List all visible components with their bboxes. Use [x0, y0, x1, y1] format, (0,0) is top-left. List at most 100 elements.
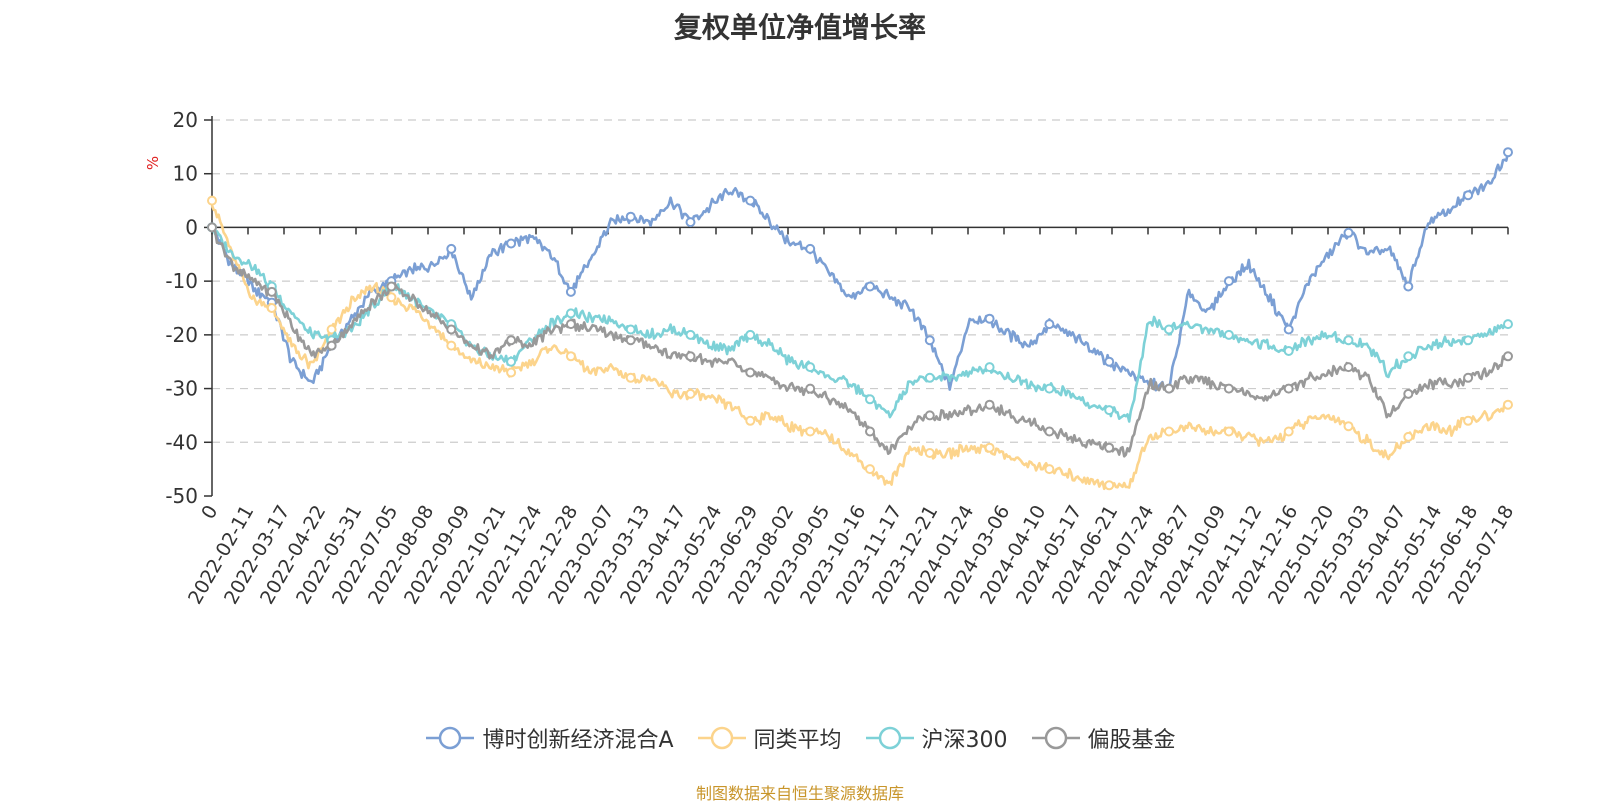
series-marker-1 — [1283, 426, 1294, 437]
series-marker-0 — [685, 217, 696, 228]
y-tick-label: 20 — [173, 108, 198, 132]
series-marker-2 — [625, 324, 636, 335]
series-end-marker-0 — [1503, 147, 1513, 158]
series-marker-0 — [1104, 356, 1115, 367]
series-marker-2 — [1104, 405, 1115, 416]
series-line-1 — [210, 204, 1509, 491]
legend: 博时创新经济混合A 同类平均 沪深300 偏股基金 — [0, 722, 1600, 754]
series-marker-1 — [1104, 480, 1115, 491]
x-tick-label: 0 — [197, 502, 222, 523]
series-marker-2 — [1044, 383, 1055, 394]
series-marker-1 — [565, 351, 576, 362]
legend-item-2[interactable]: 沪深300 — [864, 722, 1008, 754]
series-marker-2 — [506, 356, 517, 367]
series-end-marker-1 — [1503, 399, 1513, 410]
series-marker-3 — [207, 222, 217, 233]
y-tick-label: -50 — [165, 484, 198, 508]
series-marker-1 — [207, 195, 217, 206]
legend-label: 同类平均 — [753, 728, 842, 753]
legend-symbol-icon — [1031, 726, 1080, 750]
series-marker-1 — [984, 442, 995, 453]
source-note: 制图数据来自恒生聚源数据库 — [695, 784, 904, 803]
series-marker-2 — [1223, 329, 1234, 340]
series-marker-3 — [446, 324, 457, 335]
series-marker-3 — [984, 399, 995, 410]
series-marker-3 — [1403, 388, 1414, 399]
series-marker-1 — [924, 448, 935, 458]
series-marker-2 — [1343, 335, 1354, 346]
legend-symbol-icon — [697, 726, 746, 750]
series-marker-1 — [685, 388, 696, 399]
series-marker-0 — [1343, 227, 1354, 238]
series-marker-2 — [685, 329, 696, 340]
series-marker-2 — [565, 308, 576, 319]
series-line-2 — [210, 226, 1510, 423]
series-marker-0 — [1283, 324, 1294, 335]
series-marker-0 — [506, 238, 517, 249]
series-marker-0 — [1223, 276, 1234, 287]
series-marker-0 — [625, 211, 636, 222]
series-marker-2 — [805, 362, 816, 373]
legend-item-1[interactable]: 同类平均 — [696, 722, 842, 754]
series-marker-1 — [446, 340, 457, 351]
series-marker-1 — [805, 426, 816, 437]
series-marker-1 — [1164, 426, 1174, 437]
series-marker-3 — [1044, 426, 1055, 437]
series-marker-0 — [1463, 190, 1474, 201]
series-marker-3 — [565, 319, 576, 330]
series-marker-1 — [506, 367, 517, 378]
y-tick-label: -20 — [165, 323, 198, 347]
series-marker-3 — [1343, 362, 1354, 373]
y-tick-label: -30 — [165, 377, 198, 401]
series-marker-1 — [865, 464, 875, 475]
series-end-marker-2 — [1503, 319, 1513, 330]
axes: 20100-10-20-30-40-5002022-02-112022-03-1… — [165, 108, 1518, 608]
legend-symbol-icon — [865, 726, 914, 750]
series-marker-1 — [1403, 431, 1414, 442]
series-marker-3 — [266, 286, 277, 297]
series-marker-3 — [805, 383, 816, 394]
series-marker-3 — [506, 335, 517, 346]
series-marker-0 — [865, 281, 875, 292]
legend-item-0[interactable]: 博时创新经济混合A — [424, 722, 674, 754]
legend-label: 偏股基金 — [1087, 728, 1176, 753]
series-marker-1 — [1343, 421, 1354, 432]
series-marker-3 — [924, 410, 935, 421]
series-marker-3 — [1223, 383, 1234, 394]
grid-lines — [212, 119, 1508, 443]
legend-label: 博时创新经济混合A — [482, 728, 674, 753]
series-marker-3 — [1164, 383, 1174, 394]
series-marker-2 — [984, 362, 995, 373]
series-marker-1 — [266, 303, 277, 313]
series-marker-2 — [745, 329, 756, 340]
series-marker-3 — [386, 281, 397, 292]
y-axis-unit-label: % — [144, 156, 162, 170]
series-marker-1 — [625, 372, 636, 383]
series-marker-3 — [625, 335, 636, 346]
series-marker-0 — [924, 335, 935, 346]
series-marker-3 — [1283, 383, 1294, 394]
series-marker-0 — [984, 313, 995, 324]
series-marker-1 — [1223, 426, 1234, 437]
series-marker-1 — [326, 324, 337, 335]
series-marker-3 — [745, 367, 756, 378]
y-tick-label: 10 — [173, 162, 198, 186]
series-marker-3 — [685, 351, 696, 362]
series-marker-2 — [865, 394, 875, 405]
y-tick-label: -40 — [165, 430, 198, 454]
series-marker-2 — [1463, 335, 1474, 346]
series-marker-0 — [1403, 281, 1414, 292]
series-marker-1 — [745, 415, 756, 426]
series-marker-0 — [805, 243, 816, 254]
series-end-marker-3 — [1503, 351, 1513, 362]
series-marker-1 — [386, 292, 397, 303]
legend-item-3[interactable]: 偏股基金 — [1030, 722, 1176, 754]
series-marker-1 — [1044, 464, 1055, 475]
series-marker-2 — [1403, 351, 1414, 362]
series-lines — [207, 147, 1513, 491]
series-marker-3 — [1104, 442, 1115, 453]
y-tick-label: 0 — [185, 215, 198, 239]
series-marker-0 — [745, 195, 756, 206]
series-marker-0 — [565, 286, 576, 297]
